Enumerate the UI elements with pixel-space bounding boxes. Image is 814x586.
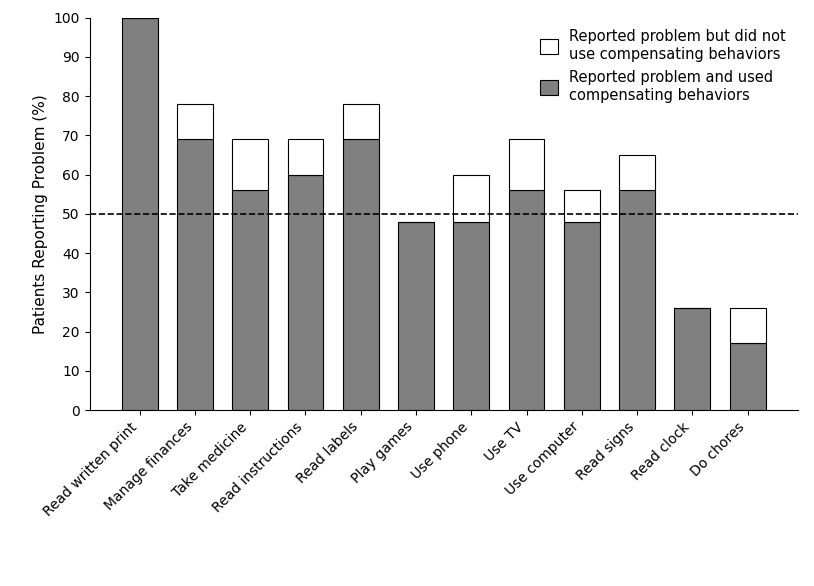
- Bar: [122, 18, 158, 410]
- Bar: [729, 308, 765, 343]
- Bar: [343, 139, 379, 410]
- Bar: [564, 190, 600, 222]
- Bar: [674, 308, 711, 410]
- Bar: [729, 343, 765, 410]
- Bar: [564, 222, 600, 410]
- Bar: [619, 155, 655, 190]
- Y-axis label: Patients Reporting Problem (%): Patients Reporting Problem (%): [33, 94, 48, 334]
- Bar: [453, 175, 489, 222]
- Bar: [177, 104, 213, 139]
- Bar: [343, 104, 379, 139]
- Bar: [287, 139, 323, 175]
- Legend: Reported problem but did not
use compensating behaviors, Reported problem and us: Reported problem but did not use compens…: [536, 25, 790, 107]
- Bar: [398, 222, 434, 410]
- Bar: [619, 190, 655, 410]
- Bar: [287, 175, 323, 410]
- Bar: [232, 139, 268, 190]
- Bar: [509, 139, 545, 190]
- Bar: [453, 222, 489, 410]
- Bar: [232, 190, 268, 410]
- Bar: [509, 190, 545, 410]
- Bar: [177, 139, 213, 410]
